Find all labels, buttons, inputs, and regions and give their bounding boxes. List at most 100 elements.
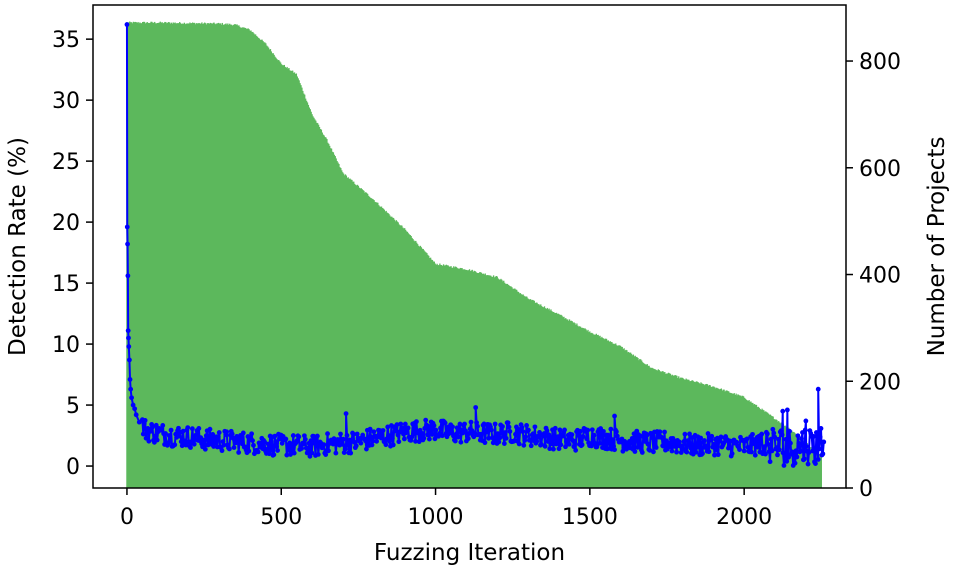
detection-rate-point bbox=[701, 438, 707, 443]
detection-rate-point bbox=[339, 441, 345, 447]
projects-bar bbox=[394, 221, 397, 488]
projects-bar bbox=[430, 259, 433, 488]
detection-rate-point bbox=[713, 447, 719, 453]
detection-rate-point bbox=[304, 450, 310, 456]
projects-bar bbox=[162, 23, 164, 488]
projects-bar bbox=[281, 65, 284, 488]
detection-rate-point bbox=[255, 449, 261, 455]
detection-rate-point bbox=[577, 428, 583, 434]
projects-bar bbox=[210, 23, 212, 488]
projects-bar bbox=[654, 369, 656, 488]
x-tick-label: 2000 bbox=[716, 505, 772, 530]
detection-rate-point bbox=[414, 419, 419, 425]
detection-rate-point bbox=[639, 450, 645, 455]
detection-rate-point bbox=[799, 436, 804, 441]
projects-bar bbox=[603, 338, 605, 488]
projects-bar bbox=[616, 345, 619, 488]
projects-bar bbox=[780, 422, 783, 488]
projects-bar bbox=[379, 206, 382, 489]
projects-bar bbox=[164, 21, 166, 488]
projects-bar bbox=[436, 263, 438, 488]
projects-bar bbox=[404, 228, 406, 488]
projects-bar bbox=[333, 154, 335, 488]
detection-rate-point bbox=[661, 443, 667, 449]
projects-bar bbox=[478, 273, 480, 488]
projects-bar bbox=[353, 181, 355, 488]
projects-bar bbox=[433, 261, 435, 488]
projects-bar bbox=[421, 248, 423, 488]
projects-bar bbox=[623, 348, 625, 488]
projects-bar bbox=[403, 228, 405, 488]
projects-bar bbox=[204, 23, 207, 489]
projects-bar bbox=[597, 334, 599, 488]
projects-bar bbox=[559, 314, 561, 488]
projects-bar bbox=[517, 291, 520, 488]
projects-bar bbox=[191, 23, 193, 489]
detection-rate-point bbox=[579, 442, 585, 448]
projects-bar bbox=[201, 22, 203, 488]
projects-bar bbox=[272, 53, 274, 489]
y2-tick-label: 600 bbox=[859, 157, 901, 182]
projects-bar bbox=[628, 351, 630, 488]
projects-bar bbox=[310, 111, 312, 489]
projects-bar bbox=[796, 435, 798, 488]
projects-bar bbox=[155, 23, 158, 489]
detection-rate-point bbox=[787, 428, 792, 434]
detection-rate-point bbox=[551, 446, 556, 452]
projects-bar bbox=[560, 314, 562, 488]
detection-rate-point bbox=[519, 425, 525, 430]
detection-rate-point bbox=[562, 427, 567, 433]
projects-bar bbox=[262, 41, 264, 488]
projects-bar bbox=[253, 33, 255, 488]
projects-bar bbox=[228, 24, 230, 488]
projects-bar bbox=[680, 377, 683, 488]
projects-bar bbox=[513, 288, 515, 488]
detection-rate-point bbox=[520, 429, 526, 434]
projects-bar bbox=[153, 22, 155, 488]
projects-bar bbox=[388, 213, 390, 489]
projects-bar bbox=[320, 129, 323, 488]
detection-rate-point bbox=[496, 439, 502, 445]
detection-rate-point bbox=[768, 436, 774, 442]
y-tick-label: 20 bbox=[52, 211, 80, 236]
projects-bar bbox=[322, 134, 324, 488]
projects-bar bbox=[629, 352, 632, 488]
projects-bar bbox=[276, 58, 278, 489]
detection-rate-point bbox=[556, 446, 562, 452]
projects-bar bbox=[346, 177, 348, 488]
projects-bar bbox=[657, 369, 660, 488]
detection-rate-point bbox=[368, 434, 374, 440]
projects-bar bbox=[181, 23, 184, 488]
detection-rate-point bbox=[610, 437, 616, 443]
projects-bar bbox=[486, 275, 488, 488]
detection-rate-point bbox=[779, 432, 785, 438]
detection-rate-point bbox=[457, 421, 463, 427]
projects-bar bbox=[528, 299, 530, 488]
axes bbox=[92, 4, 847, 489]
projects-bar bbox=[810, 447, 812, 488]
projects-bar bbox=[492, 275, 495, 488]
detection-rate-point bbox=[229, 431, 235, 437]
projects-bar bbox=[283, 64, 285, 489]
detection-rate-point bbox=[160, 423, 166, 428]
detection-rate-point bbox=[775, 452, 780, 458]
projects-bar bbox=[444, 265, 447, 488]
detection-rate-point bbox=[528, 443, 534, 449]
projects-bar bbox=[236, 24, 238, 489]
projects-bar bbox=[519, 293, 522, 488]
projects-bar bbox=[803, 440, 806, 488]
projects-bar bbox=[454, 266, 457, 488]
projects-bar bbox=[261, 39, 263, 488]
projects-bar bbox=[808, 445, 810, 488]
detection-rate-point bbox=[127, 357, 132, 363]
projects-bar bbox=[466, 269, 468, 488]
detection-rate-point bbox=[193, 432, 199, 438]
detection-rate-point bbox=[389, 436, 395, 441]
detection-rate-point bbox=[792, 460, 798, 466]
projects-bar bbox=[672, 375, 674, 488]
detection-rate-point bbox=[770, 426, 776, 432]
projects-bar bbox=[594, 334, 597, 488]
detection-rate-point bbox=[167, 439, 173, 444]
projects-bar bbox=[477, 272, 479, 488]
detection-rate-point bbox=[784, 407, 790, 413]
